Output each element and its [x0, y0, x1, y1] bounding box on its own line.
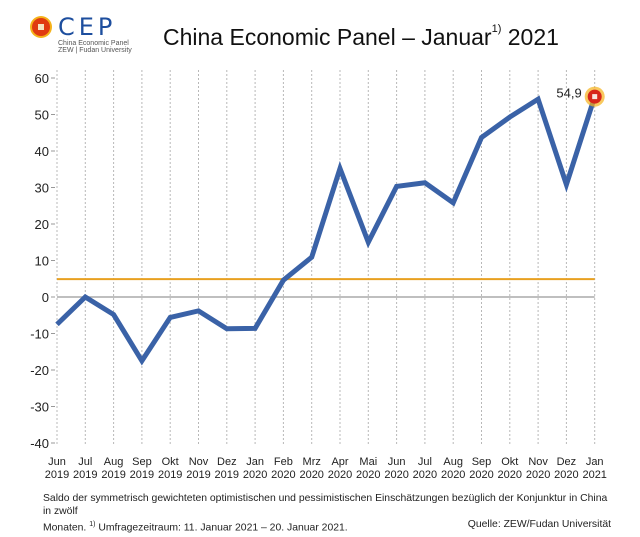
x-tick-label-month: Apr — [331, 456, 348, 468]
x-tick-label-year: 2019 — [101, 469, 125, 481]
grid-lines — [56, 70, 596, 445]
x-tick-label-month: Jul — [418, 456, 432, 468]
series-layer — [55, 95, 598, 366]
x-tick-label-month: Okt — [162, 456, 179, 468]
x-tick-label-month: Jan — [246, 456, 264, 468]
x-tick-label-month: Nov — [528, 456, 548, 468]
x-tick-label-year: 2020 — [271, 469, 295, 481]
x-tick-label-month: Jan — [586, 456, 604, 468]
chart-caption: Saldo der symmetrisch gewichteten optimi… — [43, 492, 611, 534]
x-tick-label-month: Aug — [104, 456, 124, 468]
x-tick-label-month: Jun — [48, 456, 66, 468]
caption-survey-period: Umfragezeitraum: 11. Januar 2021 – 20. J… — [95, 522, 348, 534]
caption-text: Monaten. — [43, 522, 90, 534]
caption-line-1: Saldo der symmetrisch gewichteten optimi… — [43, 493, 608, 517]
x-tick-label-year: 2020 — [469, 469, 493, 481]
y-tick-label: 30 — [35, 181, 49, 196]
title-main: China Economic Panel – Januar — [163, 24, 492, 50]
logo-subtitle-2: ZEW | Fudan University — [58, 47, 132, 54]
x-tick-label-year: 2020 — [413, 469, 437, 481]
title-year: 2021 — [501, 24, 559, 50]
x-tick-label-year: 2020 — [498, 469, 522, 481]
x-tick-label-month: Dez — [217, 456, 237, 468]
x-tick-label-year: 2020 — [243, 469, 267, 481]
x-tick-label-year: 2020 — [554, 469, 578, 481]
y-tick-label: 10 — [35, 254, 49, 269]
caption-line-2: Monaten. 1) Umfragezeitraum: 11. Januar … — [43, 518, 348, 534]
y-tick-label: 50 — [35, 108, 49, 123]
x-tick-label-year: 2020 — [328, 469, 352, 481]
y-tick-label: -40 — [30, 436, 49, 451]
x-tick-label-month: Sep — [132, 456, 152, 468]
y-tick-label: -20 — [30, 363, 49, 378]
logo-text: CEP — [58, 13, 117, 41]
x-tick-label-year: 2019 — [130, 469, 154, 481]
x-tick-label-year: 2020 — [356, 469, 380, 481]
x-tick-label-month: Dez — [557, 456, 577, 468]
x-tick-label-year: 2019 — [186, 469, 210, 481]
x-tick-label-month: Mrz — [303, 456, 321, 468]
x-tick-label-year: 2020 — [299, 469, 323, 481]
y-tick-label: 60 — [35, 71, 49, 86]
caption-footnote: 1) — [89, 521, 96, 528]
chart-title: China Economic Panel – Januar1) 2021 — [163, 23, 559, 51]
x-tick-label-month: Jun — [388, 456, 406, 468]
y-tick-label: 0 — [42, 290, 49, 305]
y-tick-label: 40 — [35, 144, 49, 159]
y-tick-label: 20 — [35, 217, 49, 232]
x-tick-label-month: Jul — [78, 456, 92, 468]
logo-subtitle-1: China Economic Panel — [58, 40, 129, 47]
y-tick-label: -10 — [30, 327, 49, 342]
annotations: 54,9 — [556, 86, 605, 107]
series-line — [55, 95, 598, 366]
cep-logo: CEP China Economic Panel ZEW | Fudan Uni… — [28, 14, 138, 54]
x-tick-label-month: Nov — [189, 456, 209, 468]
x-tick-label-year: 2019 — [158, 469, 182, 481]
x-axis: Jun2019Jul2019Aug2019Sep2019Okt2019Nov20… — [45, 456, 607, 481]
y-axis: 60 50 40 30 20 10 0 -10 -20 -30 -40 — [30, 71, 55, 451]
data-label: 54,9 — [556, 86, 581, 101]
highlight-marker-center — [592, 94, 598, 100]
x-tick-label-month: Sep — [472, 456, 492, 468]
title-footnote: 1) — [491, 23, 502, 35]
x-tick-label-year: 2019 — [215, 469, 239, 481]
y-tick-label: -30 — [30, 400, 49, 415]
x-tick-label-year: 2020 — [526, 469, 550, 481]
x-tick-label-month: Feb — [274, 456, 293, 468]
cep-logo-icon — [32, 18, 50, 36]
x-tick-label-month: Okt — [501, 456, 518, 468]
x-tick-label-month: Aug — [443, 456, 463, 468]
reference-lines — [57, 278, 595, 298]
x-tick-label-year: 2021 — [582, 469, 606, 481]
x-tick-label-year: 2020 — [384, 469, 408, 481]
x-tick-label-year: 2020 — [441, 469, 465, 481]
x-tick-label-year: 2019 — [45, 469, 69, 481]
x-tick-label-year: 2019 — [73, 469, 97, 481]
caption-source: Quelle: ZEW/Fudan Universität — [467, 519, 611, 530]
x-tick-label-month: Mai — [359, 456, 377, 468]
